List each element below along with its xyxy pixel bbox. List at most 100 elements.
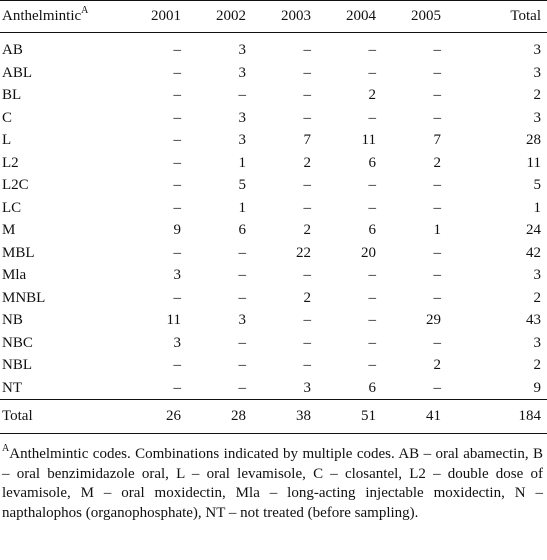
table-row: LC – 1 – – – 1 [0, 197, 547, 220]
row-value-2003: – [303, 267, 312, 283]
row-code: AB [2, 42, 23, 58]
header-year-2005: 2005 [411, 8, 441, 24]
total-2005: 41 [426, 408, 441, 424]
row-value-2004: – [368, 267, 377, 283]
total-row-label: Total [2, 408, 33, 424]
row-value-2005: – [433, 334, 442, 351]
row-value-2001: – [173, 177, 182, 193]
row-value-2002: – [238, 334, 247, 351]
table-row: ABL – 3 – – – 3 [0, 62, 547, 85]
row-value-2005: – [433, 87, 442, 103]
row-code: NB [2, 312, 23, 328]
row-value-2001: – [173, 357, 182, 373]
row-total: 3 [533, 109, 542, 126]
header-total: Total [510, 8, 541, 24]
row-value-2003: 2 [303, 154, 312, 171]
row-value-2005: 29 [426, 312, 441, 328]
row-value-2003: 7 [303, 132, 312, 148]
row-value-2005: – [433, 64, 442, 81]
row-value-2005: 1 [433, 222, 442, 238]
header-year-2004: 2004 [346, 8, 376, 24]
row-value-2004: 6 [368, 154, 377, 171]
table-row: NT – – 3 6 – 9 [0, 377, 547, 400]
row-value-2004: 20 [361, 244, 376, 261]
row-value-2005: – [433, 177, 442, 193]
row-value-2002: 1 [238, 199, 247, 216]
row-value-2002: 5 [238, 177, 247, 193]
table-row: Mla 3 – – – – 3 [0, 264, 547, 287]
row-total: 9 [533, 379, 542, 396]
row-value-2005: 7 [433, 132, 442, 148]
table-row: NB 11 3 – – 29 43 [0, 309, 547, 332]
row-value-2002: – [238, 87, 247, 103]
table-row: AB – 3 – – – 3 [0, 33, 547, 62]
row-total: 43 [526, 312, 541, 328]
row-value-2005: – [433, 42, 442, 58]
grand-total: 184 [518, 408, 542, 424]
anthelmintic-table: AnthelminticA 2001 2002 2003 2004 2005 T… [0, 0, 547, 434]
table-row: MNBL – – 2 – – 2 [0, 287, 547, 310]
row-value-2002: – [238, 357, 247, 373]
row-value-2005: – [433, 267, 442, 283]
total-2004: 51 [361, 408, 376, 424]
row-value-2001: 9 [173, 222, 182, 238]
row-value-2003: – [303, 177, 312, 193]
row-value-2001: – [173, 87, 182, 103]
row-code: LC [2, 199, 22, 216]
total-2002: 28 [231, 408, 246, 424]
row-value-2004: – [368, 64, 377, 81]
header-year-2001: 2001 [151, 8, 181, 24]
table-footnote: AAnthelmintic codes. Combinations indica… [2, 444, 543, 523]
header-year-2002: 2002 [216, 8, 246, 24]
row-total: 2 [533, 289, 542, 306]
row-value-2005: – [433, 244, 442, 261]
row-total: 3 [533, 334, 542, 351]
table-row: MBL – – 22 20 – 42 [0, 242, 547, 265]
row-code: MBL [2, 244, 35, 261]
row-value-2004: 6 [368, 379, 377, 396]
row-value-2004: – [368, 312, 377, 328]
row-code: ABL [2, 64, 32, 81]
row-value-2003: 22 [296, 244, 311, 261]
total-2001: 26 [166, 408, 181, 424]
row-code: BL [2, 87, 22, 103]
row-total: 42 [526, 244, 541, 261]
table-row: L – 3 7 11 7 28 [0, 129, 547, 152]
footnote-text: Anthelmintic codes. Combinations indicat… [2, 446, 543, 521]
row-code: MNBL [2, 289, 46, 306]
row-value-2004: – [368, 357, 377, 373]
row-value-2005: – [433, 379, 442, 396]
row-value-2004: – [368, 109, 377, 126]
row-value-2003: – [303, 334, 312, 351]
row-total: 28 [526, 132, 541, 148]
row-total: 1 [533, 199, 542, 216]
table-row: NBL – – – – 2 2 [0, 354, 547, 377]
row-code: C [2, 109, 13, 126]
row-total: 3 [533, 267, 542, 283]
row-value-2003: – [303, 312, 312, 328]
row-value-2003: 2 [303, 289, 312, 306]
header-anthelmintic: AnthelminticA [2, 5, 89, 25]
row-value-2001: 11 [166, 312, 181, 328]
row-value-2004: – [368, 334, 377, 351]
row-value-2001: – [173, 42, 182, 58]
row-code: NT [2, 379, 22, 396]
table-row: NBC 3 – – – – 3 [0, 332, 547, 355]
row-value-2004: 2 [368, 87, 377, 103]
row-value-2003: – [303, 42, 312, 58]
row-total: 24 [526, 222, 541, 238]
row-value-2002: – [238, 267, 247, 283]
row-value-2002: 1 [238, 154, 247, 171]
row-code: Mla [2, 267, 27, 283]
row-value-2005: – [433, 289, 442, 306]
row-value-2001: – [173, 244, 182, 261]
row-value-2002: – [238, 244, 247, 261]
row-value-2002: 3 [238, 42, 247, 58]
row-value-2001: – [173, 109, 182, 126]
row-code: L [2, 132, 12, 148]
table-row: BL – – – 2 – 2 [0, 84, 547, 107]
row-value-2001: – [173, 199, 182, 216]
row-value-2004: – [368, 177, 377, 193]
table-row: L2C – 5 – – – 5 [0, 174, 547, 197]
